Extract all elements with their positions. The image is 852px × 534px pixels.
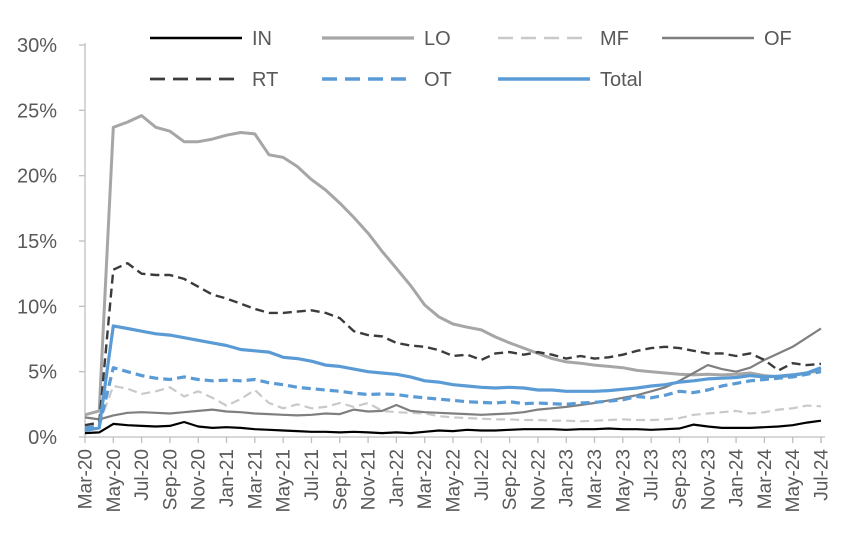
x-tick-label: Mar-20 [76, 449, 97, 509]
x-tick-label: Nov-20 [189, 449, 210, 510]
series-line-mf [84, 384, 822, 427]
x-tick-label: Mar-24 [755, 449, 776, 510]
series-line-lo [84, 114, 822, 417]
x-tick-label: May-21 [274, 449, 295, 512]
x-tick-label: Jan-22 [387, 449, 408, 507]
x-tick-label: Jan-23 [557, 449, 578, 507]
x-tick-label: Jul-22 [472, 449, 493, 501]
x-tick-label: Sep-21 [330, 449, 351, 510]
x-tick-label: Sep-22 [500, 449, 521, 510]
legend-label-total: Total [600, 69, 642, 91]
x-tick-label: Jul-20 [132, 449, 153, 501]
x-tick-label: Nov-23 [698, 449, 719, 510]
x-tick-label: Jan-24 [727, 449, 748, 508]
legend-label-ot: OT [424, 69, 452, 91]
series-line-rt [84, 262, 822, 427]
x-tick-label: Mar-23 [585, 449, 606, 509]
x-tick-label: Nov-21 [359, 449, 380, 510]
x-tick-label: May-20 [104, 449, 125, 512]
x-tick-label: Mar-22 [415, 449, 436, 509]
series-line-of [84, 327, 822, 421]
x-tick-label: Sep-20 [160, 449, 181, 510]
x-tick-label: May-23 [613, 449, 634, 512]
legend-label-mf: MF [600, 28, 629, 50]
x-tick-label: Jul-23 [642, 449, 663, 501]
y-tick-label: 20% [17, 166, 57, 188]
y-tick-label: 30% [17, 35, 57, 57]
y-tick-label: 0% [28, 427, 57, 449]
x-tick-label: May-24 [783, 449, 804, 513]
series-line-in [84, 419, 822, 435]
x-tick-label: Jan-21 [217, 449, 238, 507]
legend-label-lo: LO [424, 28, 451, 50]
series-line-ot [84, 366, 822, 430]
series-line-total [84, 324, 822, 433]
legend-label-rt: RT [252, 69, 278, 91]
x-tick-label: Sep-23 [670, 449, 691, 510]
y-tick-label: 25% [17, 100, 57, 122]
x-tick-label: Mar-21 [245, 449, 266, 509]
x-tick-label: May-22 [444, 449, 465, 512]
y-tick-label: 5% [28, 362, 57, 384]
x-tick-label: Jul-21 [302, 449, 323, 501]
y-tick-label: 15% [17, 231, 57, 253]
y-tick-label: 10% [17, 296, 57, 318]
x-tick-label: Nov-22 [528, 449, 549, 510]
x-tick-label: Jul-24 [812, 449, 833, 501]
legend-label-of: OF [764, 28, 792, 50]
legend-label-in: IN [252, 28, 272, 50]
